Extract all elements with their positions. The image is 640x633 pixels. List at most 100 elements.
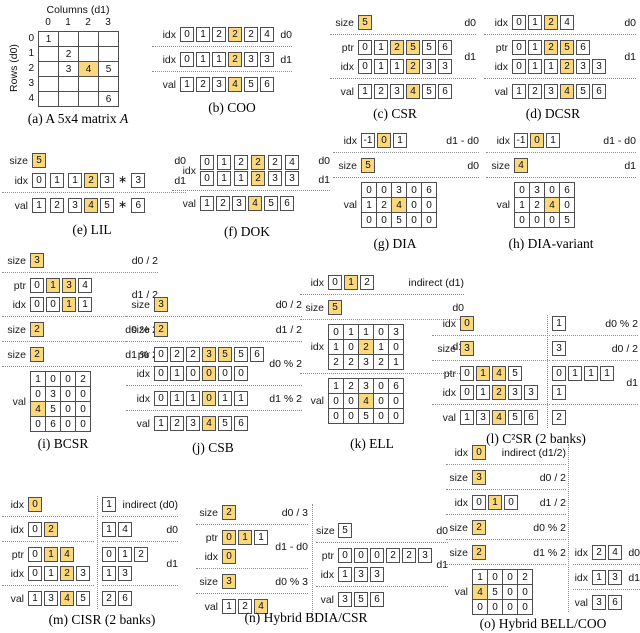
cell: 3 <box>131 173 146 188</box>
cell: 5 <box>244 77 258 92</box>
cell: 5 <box>508 366 522 381</box>
panel-column: idx 0 0 1 1 2 1 2 2 2 3 4 3 d0 d1 val 1 2 3 4 5 6 <box>172 154 330 215</box>
cell: 5 <box>264 196 278 211</box>
cell: 1 <box>68 173 82 188</box>
panel-column: 1 d0 % 2 3 d0 / 2 0 1 1 1 1 d1 2 <box>552 315 638 429</box>
cell: 4 <box>492 410 506 425</box>
cell: 2 <box>386 548 400 563</box>
cell: 6 <box>576 40 590 55</box>
matrix-col-header: 0 <box>45 17 51 28</box>
cell: 2 <box>134 547 148 562</box>
cell-group: 2 <box>50 198 64 213</box>
cell: 0 <box>460 366 474 381</box>
grid-cell: 0 <box>388 393 404 409</box>
row-label: ptr <box>443 367 456 380</box>
grid-cell: 3 <box>45 386 61 402</box>
dotted-separator <box>2 341 158 342</box>
dim-label: d0 / 3 <box>281 506 308 519</box>
cell: 2 <box>30 322 44 337</box>
cell: 3 <box>68 198 82 213</box>
row-label: idx <box>10 567 24 580</box>
cell: 3 <box>268 171 282 186</box>
cell: 6 <box>438 84 452 99</box>
panel-caption: (d) DCSR <box>525 106 581 121</box>
cell: 2 <box>170 416 184 431</box>
cell: 1 <box>170 391 184 406</box>
cell: 0 <box>46 297 60 312</box>
cell-group: 5 <box>32 153 46 168</box>
grid-cell: 1 <box>328 378 344 394</box>
array-row: idx 0 1 2 4 d0 <box>484 14 636 31</box>
grid-cell <box>38 61 59 77</box>
row-label: val <box>10 592 24 605</box>
grid-cell: 0 <box>472 599 488 615</box>
array-row: idx 0 1 1 2 3 3 <box>484 58 636 75</box>
grid-cell: 1 <box>343 324 359 340</box>
cell: 2 <box>186 347 200 362</box>
grid-row: val 0 0 3 0 6 1 2 4 0 0 0 0 5 0 0 <box>333 182 479 228</box>
row-label: size <box>131 298 150 311</box>
array-row: 3 d0 / 2 <box>552 340 638 357</box>
cell: 3 <box>232 196 246 211</box>
array-row: idx 0 1 1 2 3 3 d1 <box>152 51 292 68</box>
cell: 6 <box>118 591 132 606</box>
cell: 1 <box>170 366 184 381</box>
dim-label: d1 - d0 <box>446 134 479 147</box>
grid-cell: 0 <box>343 393 359 409</box>
cell-group: 2 <box>472 545 486 560</box>
cell: 6 <box>131 198 146 213</box>
row-label: size <box>338 159 357 172</box>
matrix-col-header: 2 <box>85 17 91 28</box>
array-row: size 2 d0 / 3 <box>196 504 308 521</box>
grid-cell: 0 <box>343 408 359 424</box>
grid-cell: 0 <box>343 339 359 355</box>
grid-cell: 5 <box>559 212 575 228</box>
grid-cell: 3 <box>58 61 79 77</box>
cell: 2 <box>222 505 236 520</box>
dim-label: d1 % 2 <box>533 546 566 559</box>
cell: 1 <box>44 547 58 562</box>
dim-label: d1 - d0 <box>275 541 308 553</box>
dotted-separator <box>446 564 566 565</box>
cell: 1 <box>212 52 226 67</box>
grid-cell: 1 <box>328 339 344 355</box>
row-label: ptr <box>11 548 24 561</box>
array-row: size 5 d0 <box>300 299 464 316</box>
cell-group: 2 <box>222 505 236 520</box>
array-row: size 4 d1 <box>486 157 636 174</box>
dotted-separator <box>2 541 94 542</box>
row-label: val <box>574 596 588 609</box>
row-group: ptr 0 2 2 3 5 5 6 idx 0 1 0 0 0 0 d0 % 2 <box>126 346 302 382</box>
array-row: val 3 6 <box>573 594 640 611</box>
dotted-separator <box>552 404 638 405</box>
dim-label: d1 / 2 <box>275 323 302 336</box>
dim-label: d0 <box>166 523 178 536</box>
grid-cell: 2 <box>343 354 359 370</box>
cell: 3 <box>285 171 299 186</box>
cell: 1 <box>154 416 168 431</box>
cell: 1 <box>196 27 210 42</box>
panel-caption: (c) CSR <box>373 106 417 121</box>
grid-cell: 1 <box>373 339 389 355</box>
row-label: size <box>449 546 468 559</box>
row-label: ptr <box>13 279 26 292</box>
cell: 0 <box>180 27 194 42</box>
grid-row: val 0 3 0 6 1 2 4 0 0 0 0 5 <box>486 182 636 228</box>
dotted-separator <box>300 319 464 320</box>
grid-cell: 0 <box>328 408 344 424</box>
array-row: val 1 2 3 4 5 6 <box>172 195 330 212</box>
grid-row: val 1 0 0 2 4 5 0 0 0 0 0 0 <box>446 569 566 615</box>
row-label: size <box>449 521 468 534</box>
grid-cell: 3 <box>358 354 374 370</box>
cell: 1 <box>217 155 231 170</box>
panel-caption: (o) Hybrid BELL/COO <box>479 616 607 631</box>
grid-cell: 1 <box>514 197 530 213</box>
dotted-separator <box>446 539 566 540</box>
row-label: ptr <box>341 41 354 54</box>
